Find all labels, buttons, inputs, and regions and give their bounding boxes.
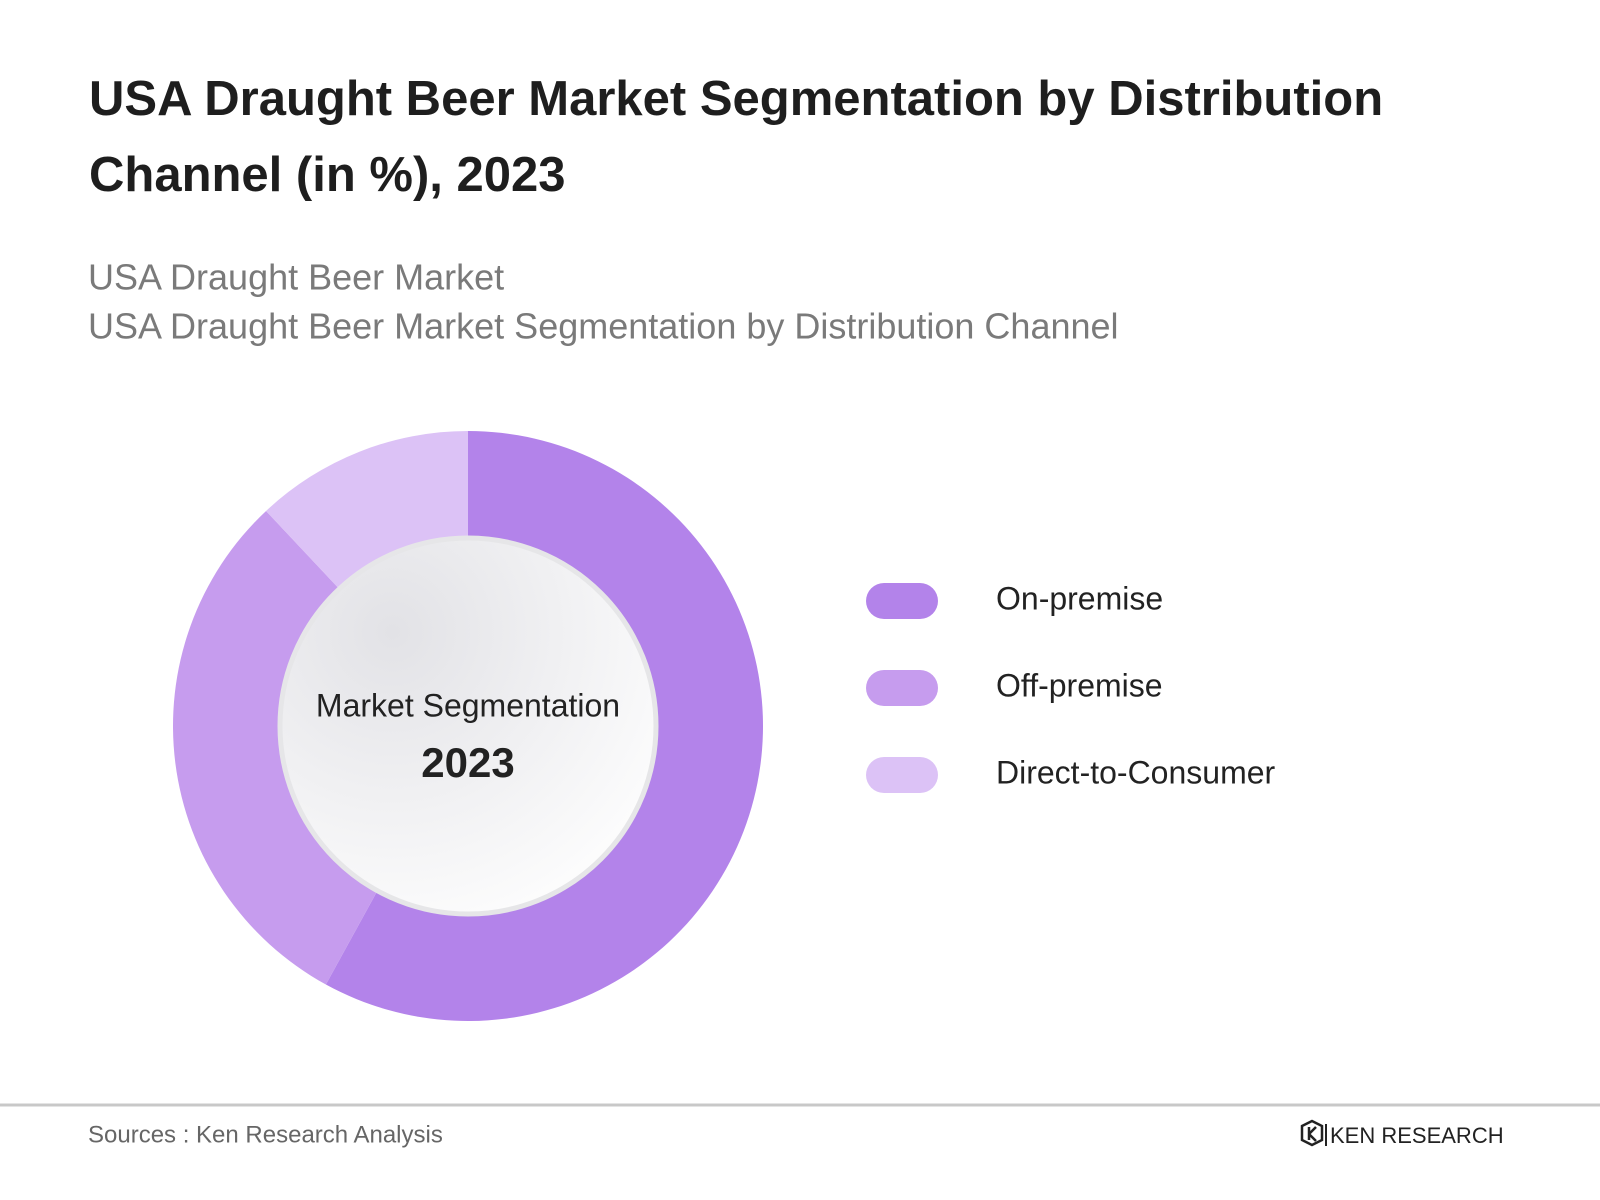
subtitle: USA Draught Beer Market [88,257,504,298]
center-year: 2023 [421,739,514,786]
center-label: Market Segmentation [316,687,620,723]
legend-swatch [866,670,938,706]
source: Sources : Ken Research Analysis [88,1121,443,1148]
donut-center [277,535,659,917]
legend-label: Direct-to-Consumer [996,754,1276,790]
brand: KEN RESEARCH [1330,1123,1504,1148]
legend: On-premise Off-premise Direct-to-Consumer [866,580,1276,793]
chart-title: USA Draught Beer Market Segmentation by … [89,72,1383,126]
subtitle: USA Draught Beer Market Segmentation by … [88,306,1119,347]
legend-label: Off-premise [996,667,1163,703]
donut-segment [325,431,763,1021]
legend-swatch [866,757,938,793]
legend-swatch [866,583,938,619]
chart-title: Channel (in %), 2023 [89,148,566,202]
legend-label: On-premise [996,580,1163,616]
brand-logo: KEN RESEARCH [1300,1119,1504,1148]
